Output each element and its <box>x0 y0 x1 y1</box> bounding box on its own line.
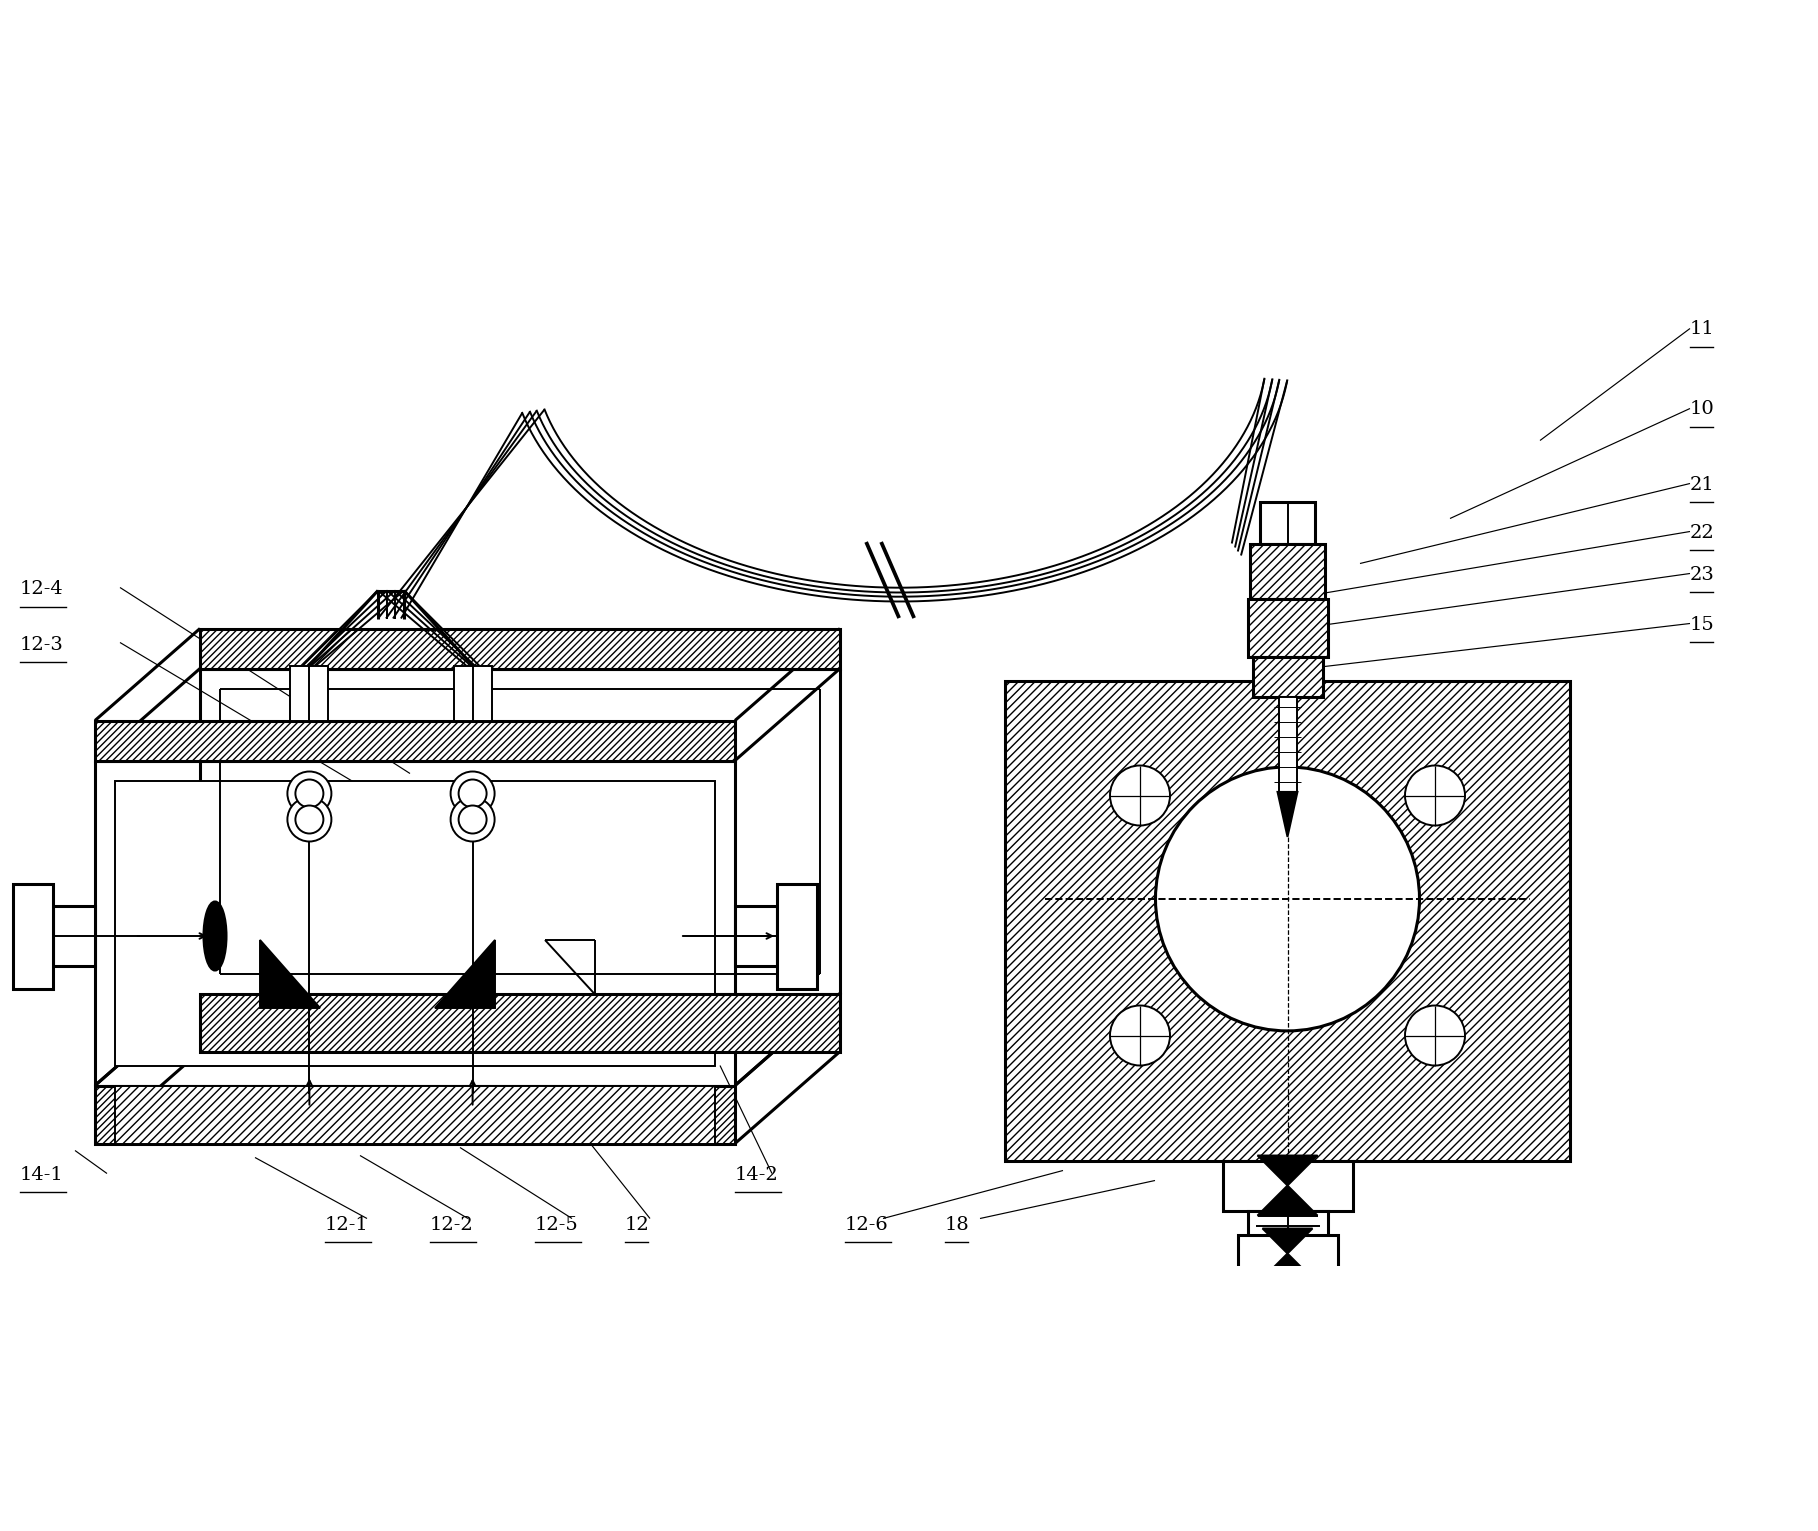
Text: 18: 18 <box>945 1216 969 1234</box>
Circle shape <box>287 798 331 842</box>
Circle shape <box>295 779 324 807</box>
Bar <box>1238 1234 1338 1272</box>
Bar <box>734 906 776 966</box>
Circle shape <box>1405 766 1465 825</box>
Text: 10: 10 <box>1691 401 1714 418</box>
Circle shape <box>1156 767 1420 1030</box>
Bar <box>776 883 816 989</box>
Text: 12-2: 12-2 <box>431 1216 474 1234</box>
Bar <box>115 781 714 1066</box>
Bar <box>1005 680 1571 1160</box>
Bar <box>1260 502 1314 544</box>
Text: 23: 23 <box>1691 565 1714 583</box>
Bar <box>1247 599 1327 657</box>
Text: 15: 15 <box>1691 615 1714 634</box>
Text: 21: 21 <box>1691 476 1714 493</box>
Circle shape <box>1111 766 1171 825</box>
Bar <box>1247 1211 1327 1240</box>
Text: 11: 11 <box>1691 320 1714 338</box>
Bar <box>13 883 53 989</box>
Polygon shape <box>435 940 494 1007</box>
Bar <box>1251 544 1325 599</box>
Text: 12-5: 12-5 <box>534 1216 578 1234</box>
Bar <box>454 666 491 721</box>
Circle shape <box>458 805 487 833</box>
Bar <box>291 666 329 721</box>
Text: 14-2: 14-2 <box>734 1165 778 1183</box>
Circle shape <box>1111 1006 1171 1066</box>
Ellipse shape <box>204 902 225 971</box>
Circle shape <box>1405 1006 1465 1066</box>
Text: 12-6: 12-6 <box>845 1216 889 1234</box>
Text: 22: 22 <box>1691 524 1714 542</box>
Circle shape <box>451 798 494 842</box>
Text: 14-1: 14-1 <box>20 1165 64 1183</box>
Text: 12-3: 12-3 <box>20 635 64 654</box>
Circle shape <box>287 772 331 816</box>
Bar <box>115 1085 714 1144</box>
Bar <box>53 906 95 966</box>
Circle shape <box>458 779 487 807</box>
Text: 12-1: 12-1 <box>325 1216 369 1234</box>
Polygon shape <box>1262 1254 1313 1278</box>
Polygon shape <box>1278 792 1298 837</box>
Bar <box>95 721 734 761</box>
Text: 12-4: 12-4 <box>20 580 64 599</box>
Bar <box>1253 657 1322 697</box>
Circle shape <box>295 805 324 833</box>
Polygon shape <box>1258 1156 1318 1185</box>
Bar <box>200 994 840 1052</box>
Polygon shape <box>1262 1228 1313 1254</box>
Bar <box>95 1085 734 1144</box>
Bar <box>1169 1272 1407 1458</box>
Circle shape <box>451 772 494 816</box>
Polygon shape <box>260 940 320 1007</box>
Bar <box>1278 697 1296 792</box>
Text: 12: 12 <box>625 1216 649 1234</box>
Bar <box>200 629 840 669</box>
Polygon shape <box>1258 1185 1318 1216</box>
Bar <box>1222 1160 1353 1211</box>
